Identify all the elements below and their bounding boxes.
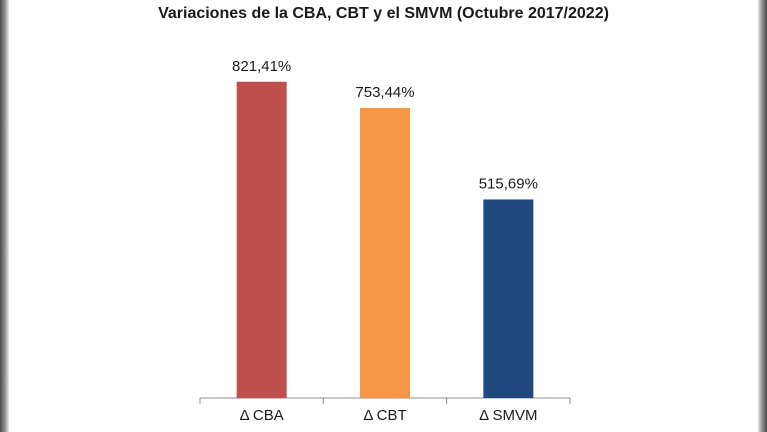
bar-1 <box>236 81 287 399</box>
left-edge-shadow <box>0 0 9 432</box>
x-tick-label: Δ SMVM <box>479 407 537 424</box>
x-tick-label: Δ CBT <box>363 407 406 424</box>
x-tick-label: Δ CBA <box>240 407 284 424</box>
chart-title: Variaciones de la CBA, CBT y el SMVM (Oc… <box>158 5 609 22</box>
bar-value-label: 753,44% <box>355 84 414 101</box>
bar-2 <box>360 107 410 398</box>
bar-3 <box>483 199 534 398</box>
bar-value-label: 821,41% <box>232 58 291 75</box>
right-edge-shadow <box>758 0 767 432</box>
bar-value-label: 515,69% <box>479 175 538 192</box>
